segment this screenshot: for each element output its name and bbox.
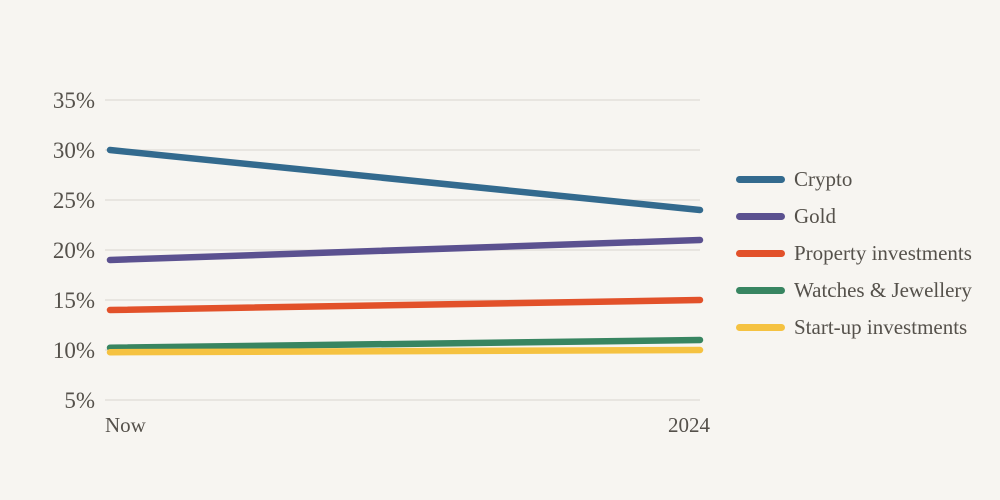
legend-item-crypto: Crypto: [736, 167, 972, 191]
legend-item-watches-jewellery: Watches & Jewellery: [736, 278, 972, 302]
legend-swatch-watches-jewellery: [736, 286, 785, 294]
y-tick-label-10: 10%: [53, 338, 95, 363]
legend-swatch-property-investments: [736, 249, 785, 257]
y-tick-label-35: 35%: [53, 88, 95, 113]
series-line-property-investments: [106, 296, 704, 314]
legend-label-start-up-investments: Start-up investments: [794, 315, 968, 339]
legend-label-watches-jewellery: Watches & Jewellery: [794, 278, 972, 302]
legend-label-property-investments: Property investments: [794, 241, 972, 265]
x-axis-label-now: Now: [105, 413, 147, 437]
series-line-watches-jewellery: [106, 336, 704, 351]
legend-label-crypto: Crypto: [794, 167, 853, 191]
x-axis-label-2024: 2024: [668, 413, 711, 437]
y-tick-label-5: 5%: [64, 388, 95, 413]
y-tick-label-20: 20%: [53, 238, 95, 263]
y-tick-label-15: 15%: [53, 288, 95, 313]
y-tick-label-30: 30%: [53, 138, 95, 163]
series-line-crypto: [106, 146, 704, 214]
legend-item-property-investments: Property investments: [736, 241, 972, 265]
legend-swatch-gold: [736, 212, 785, 220]
legend-swatch-start-up-investments: [736, 323, 785, 331]
y-tick-label-25: 25%: [53, 188, 95, 213]
legend-item-start-up-investments: Start-up investments: [736, 315, 972, 339]
legend-swatch-crypto: [736, 175, 785, 183]
series-line-start-up-investments: [106, 346, 704, 356]
chart-legend: Crypto Gold Property investments Watches & …: [736, 167, 972, 339]
series-line-gold: [106, 236, 704, 264]
legend-label-gold: Gold: [794, 204, 836, 228]
legend-item-gold: Gold: [736, 204, 972, 228]
